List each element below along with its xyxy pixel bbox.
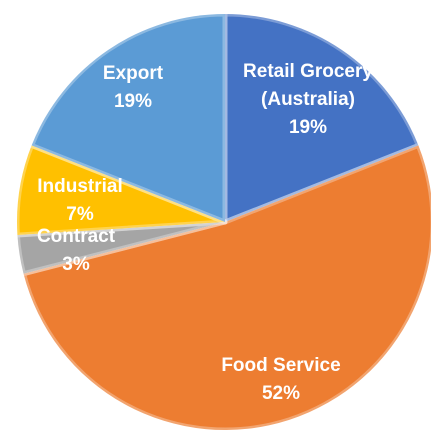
data-label: Industrial 7%: [25, 173, 135, 229]
slice-value: 19%: [113, 91, 153, 112]
slice-name: Retail Grocery (Australia): [243, 61, 373, 110]
slice-name: Export: [102, 63, 164, 84]
slice: [21, 142, 431, 432]
slice-value: 52%: [261, 383, 301, 404]
data-label: Export 19%: [78, 60, 188, 116]
slice-value: 3%: [62, 254, 90, 275]
slice-name: Industrial: [37, 176, 123, 197]
slice: [222, 11, 421, 225]
slice: [29, 11, 228, 225]
slice-value: 19%: [288, 117, 328, 138]
slice-value: 7%: [66, 204, 94, 225]
data-label: Food Service 52%: [196, 352, 366, 408]
data-label: Retail Grocery (Australia) 19%: [233, 58, 383, 142]
slice: [14, 219, 228, 277]
slice-name: Contract: [36, 226, 116, 247]
slice: [14, 142, 228, 238]
slice-name: Food Service: [221, 355, 341, 376]
data-label: Contract 3%: [26, 223, 126, 279]
